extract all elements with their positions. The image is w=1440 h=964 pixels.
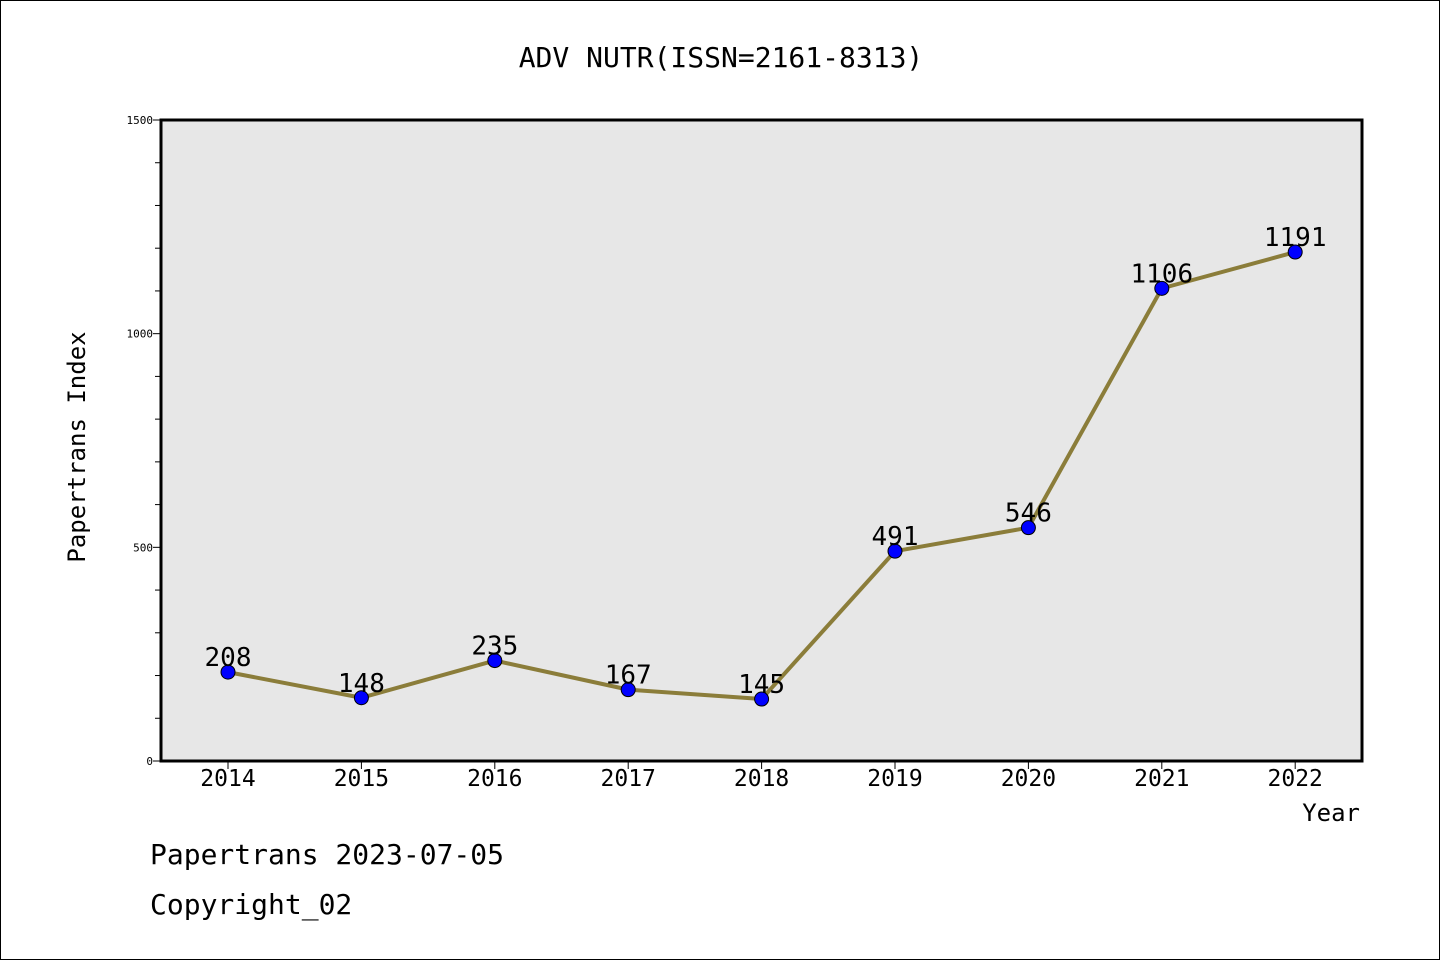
x-tick-label: 2022 bbox=[1268, 766, 1323, 792]
data-point bbox=[220, 664, 236, 680]
x-tick-label: 2016 bbox=[467, 766, 522, 792]
data-labels: 208 148 235 167 145 491 546 1106 1191 bbox=[205, 223, 1327, 700]
y-tick-label: 0 bbox=[146, 755, 153, 768]
data-label: 167 bbox=[605, 661, 652, 691]
data-label: 1106 bbox=[1130, 259, 1193, 289]
y-axis-label: Papertrans Index bbox=[63, 331, 91, 562]
x-tick-label: 2017 bbox=[601, 766, 656, 792]
y-tick-label: 1500 bbox=[127, 114, 154, 127]
data-label: 491 bbox=[872, 522, 919, 552]
data-point bbox=[754, 691, 770, 707]
data-point bbox=[1020, 520, 1036, 536]
series-markers bbox=[220, 244, 1303, 707]
x-tick-label: 2021 bbox=[1134, 766, 1189, 792]
data-point bbox=[1287, 244, 1303, 260]
data-label: 235 bbox=[471, 632, 518, 662]
x-tick-label: 2019 bbox=[867, 766, 922, 792]
data-point bbox=[1154, 280, 1170, 296]
chart-title: ADV NUTR(ISSN=2161-8313) bbox=[519, 41, 924, 74]
data-point bbox=[487, 653, 503, 669]
data-label: 1191 bbox=[1264, 223, 1327, 253]
x-tick-label: 2020 bbox=[1001, 766, 1056, 792]
y-axis: 0 500 1000 1500 bbox=[127, 114, 161, 768]
data-label: 546 bbox=[1005, 499, 1052, 529]
y-tick-label: 1000 bbox=[127, 328, 154, 341]
data-point bbox=[620, 682, 636, 698]
footer-date: Papertrans 2023-07-05 bbox=[150, 838, 504, 871]
data-point bbox=[887, 543, 903, 559]
data-point bbox=[353, 690, 369, 706]
footer-copyright: Copyright_02 bbox=[150, 888, 352, 922]
x-tick-label: 2018 bbox=[734, 766, 789, 792]
plot-area bbox=[159, 118, 1364, 763]
x-axis-label: Year bbox=[1302, 799, 1360, 827]
y-tick-label: 500 bbox=[133, 541, 153, 554]
x-tick-label: 2014 bbox=[200, 766, 255, 792]
x-tick-label: 2015 bbox=[334, 766, 389, 792]
data-label: 148 bbox=[338, 669, 385, 699]
data-label: 208 bbox=[205, 643, 252, 673]
data-label: 145 bbox=[738, 670, 785, 700]
x-axis: 2014 2015 2016 2017 2018 2019 2020 2021 2022 bbox=[200, 761, 1323, 792]
